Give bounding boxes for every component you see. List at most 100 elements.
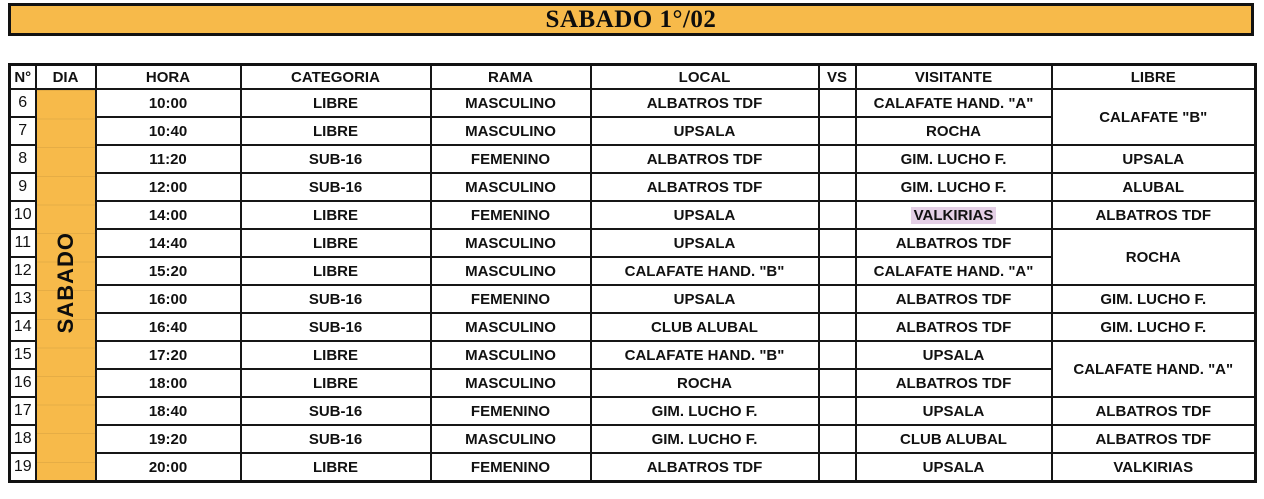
cell-local: CALAFATE HAND. "B" — [589, 340, 820, 370]
cell-local: ALBATROS TDF — [589, 452, 820, 483]
cell-categoria: SUB-16 — [239, 284, 432, 314]
cell-vs — [817, 452, 857, 483]
cell-numero: 19 — [8, 452, 37, 483]
cell-categoria: LIBRE — [239, 452, 432, 483]
cell-local: ALBATROS TDF — [589, 144, 820, 174]
cell-visitante: ALBATROS TDF — [854, 368, 1053, 398]
cell-local: CLUB ALUBAL — [589, 312, 820, 342]
cell-hora: 20:00 — [94, 452, 242, 483]
table-row: 10 14:00 LIBRE FEMENINO UPSALA VALKIRIAS ALBAT… — [8, 200, 1257, 230]
header-local: LOCAL — [589, 63, 820, 90]
table-row: 13 16:00 SUB-16 FEMENINO UPSALA ALBATROS TDF G… — [8, 284, 1257, 314]
cell-visitante: ALBATROS TDF — [854, 312, 1053, 342]
cell-categoria: SUB-16 — [239, 144, 432, 174]
cell-numero: 12 — [8, 256, 37, 286]
table-row: 14 16:40 SUB-16 MASCULINO CLUB ALUBAL ALBATRO… — [8, 312, 1257, 342]
cell-visitante: CLUB ALUBAL — [854, 424, 1053, 454]
cell-local: ROCHA — [589, 368, 820, 398]
cell-vs — [817, 228, 857, 258]
table-row: 18 19:20 SUB-16 MASCULINO GIM. LUCHO F. CLUB … — [8, 424, 1257, 454]
cell-numero: 8 — [8, 144, 37, 174]
cell-vs — [817, 368, 857, 398]
cell-vs — [817, 284, 857, 314]
cell-local: ALBATROS TDF — [589, 88, 820, 118]
cell-local: UPSALA — [589, 116, 820, 146]
cell-visitante: UPSALA — [854, 396, 1053, 426]
table-row: 11 14:40 LIBRE MASCULINO UPSALA ALBATROS TDF R… — [8, 228, 1257, 286]
cell-categoria: LIBRE — [239, 228, 432, 258]
header-dia: DIA — [34, 63, 97, 90]
cell-rama: MASCULINO — [429, 340, 592, 370]
cell-visitante: GIM. LUCHO F. — [854, 144, 1053, 174]
cell-hora: 16:40 — [94, 312, 242, 342]
cell-vs — [817, 172, 857, 202]
cell-numero: 18 — [8, 424, 37, 454]
banner: SABADO 1°/02 — [8, 3, 1254, 36]
cell-categoria: LIBRE — [239, 88, 432, 118]
cell-libre: ROCHA — [1050, 228, 1257, 286]
table-row: 17 18:40 SUB-16 FEMENINO GIM. LUCHO F. UPSALA… — [8, 396, 1257, 426]
cell-categoria: SUB-16 — [239, 396, 432, 426]
cell-libre: ALBATROS TDF — [1050, 200, 1257, 230]
cell-hora: 15:20 — [94, 256, 242, 286]
cell-hora: 18:00 — [94, 368, 242, 398]
cell-categoria: LIBRE — [239, 200, 432, 230]
cell-rama: MASCULINO — [429, 88, 592, 118]
cell-visitante: ALBATROS TDF — [854, 284, 1053, 314]
table-row: 8 11:20 SUB-16 FEMENINO ALBATROS TDF GIM. LUC… — [8, 144, 1257, 174]
banner-title: SABADO 1°/02 — [545, 5, 717, 33]
cell-libre: ALBATROS TDF — [1050, 396, 1257, 426]
cell-hora: 16:00 — [94, 284, 242, 314]
cell-vs — [817, 256, 857, 286]
cell-rama: FEMENINO — [429, 200, 592, 230]
cell-rama: FEMENINO — [429, 284, 592, 314]
header-hora: HORA — [94, 63, 242, 90]
cell-rama: MASCULINO — [429, 172, 592, 202]
cell-local: ALBATROS TDF — [589, 172, 820, 202]
cell-libre: UPSALA — [1050, 144, 1257, 174]
cell-libre: CALAFATE "B" — [1050, 88, 1257, 146]
cell-numero: 11 — [8, 228, 37, 258]
cell-numero: 7 — [8, 116, 37, 146]
cell-visitante: UPSALA — [854, 340, 1053, 370]
cell-rama: FEMENINO — [429, 452, 592, 483]
cell-categoria: SUB-16 — [239, 424, 432, 454]
cell-numero: 14 — [8, 312, 37, 342]
table-row: 19 20:00 LIBRE FEMENINO ALBATROS TDF UPSALA VA… — [8, 452, 1257, 483]
cell-numero: 17 — [8, 396, 37, 426]
cell-categoria: LIBRE — [239, 340, 432, 370]
cell-categoria: SUB-16 — [239, 312, 432, 342]
header-categoria: CATEGORIA — [239, 63, 432, 90]
cell-categoria: LIBRE — [239, 116, 432, 146]
cell-visitante: ALBATROS TDF — [854, 228, 1053, 258]
cell-libre: ALBATROS TDF — [1050, 424, 1257, 454]
cell-visitante: CALAFATE HAND. "A" — [854, 88, 1053, 118]
cell-rama: MASCULINO — [429, 228, 592, 258]
cell-visitante: VALKIRIAS — [854, 200, 1053, 230]
cell-hora: 10:40 — [94, 116, 242, 146]
cell-categoria: LIBRE — [239, 368, 432, 398]
cell-libre: GIM. LUCHO F. — [1050, 312, 1257, 342]
cell-vs — [817, 116, 857, 146]
cell-rama: MASCULINO — [429, 424, 592, 454]
cell-rama: MASCULINO — [429, 256, 592, 286]
cell-hora: 17:20 — [94, 340, 242, 370]
cell-numero: 13 — [8, 284, 37, 314]
cell-libre: VALKIRIAS — [1050, 452, 1257, 483]
cell-rama: MASCULINO — [429, 312, 592, 342]
cell-categoria: SUB-16 — [239, 172, 432, 202]
table-row: 16 18:00 LIBRE MASCULINO ROCHA ALBATROS TDF — [8, 368, 1256, 398]
cell-local: GIM. LUCHO F. — [589, 424, 820, 454]
cell-dia-merged: SABADO — [34, 88, 97, 483]
header-visitante: VISITANTE — [854, 63, 1053, 90]
cell-vs — [817, 144, 857, 174]
cell-hora: 10:00 — [94, 88, 242, 118]
schedule-table: N° DIA HORA CATEGORIA RAMA LOCAL VS VISI… — [8, 63, 1257, 483]
cell-hora: 18:40 — [94, 396, 242, 426]
cell-local: UPSALA — [589, 200, 820, 230]
cell-hora: 14:00 — [94, 200, 242, 230]
cell-local: CALAFATE HAND. "B" — [589, 256, 820, 286]
cell-local: UPSALA — [589, 228, 820, 258]
cell-visitante: GIM. LUCHO F. — [854, 172, 1053, 202]
cell-hora: 14:40 — [94, 228, 242, 258]
